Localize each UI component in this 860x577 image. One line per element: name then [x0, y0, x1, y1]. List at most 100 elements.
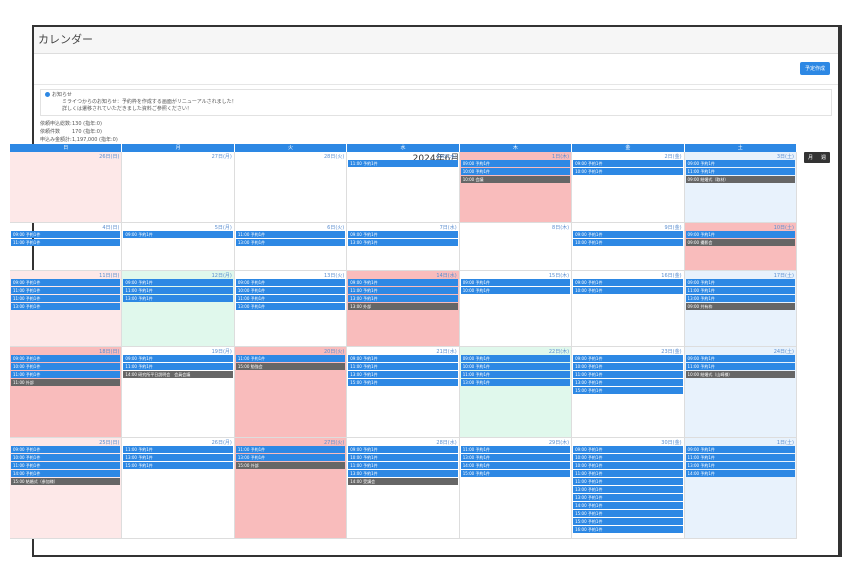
day-cell[interactable]: 10日(土) 09:00 予約1件 09:00 撮影会 — [684, 223, 797, 270]
calendar-event[interactable]: 09:00 予約1件 — [11, 279, 121, 286]
day-cell[interactable]: 1日(木) 09:00 予約1件 10:00 予約1件 10:00 会議 — [459, 152, 573, 222]
calendar-event[interactable]: 09:00 予約1件 — [123, 231, 233, 238]
calendar-event[interactable]: 11:00 予約1件 — [123, 287, 233, 294]
calendar-event[interactable]: 09:00 予約1件 — [460, 160, 571, 167]
day-cell[interactable]: 28日(火) — [235, 152, 348, 222]
calendar-event[interactable]: 15:00 予約1件 — [573, 510, 683, 517]
month-view-button[interactable]: 月 — [807, 155, 813, 161]
calendar-event[interactable]: 13:00 予約1件 — [235, 303, 346, 310]
calendar-event[interactable]: 09:00 予約1件 — [235, 279, 346, 286]
calendar-event[interactable]: 09:00 予約1件 — [573, 355, 683, 362]
calendar-event[interactable]: 09:00 予約1件 — [348, 231, 458, 238]
calendar-event[interactable]: 09:00 予約1件 — [123, 355, 233, 362]
calendar-event[interactable]: 09:00 予約1件 — [11, 231, 121, 238]
calendar-event[interactable]: 10:00 予約1件 — [11, 454, 121, 461]
calendar-event[interactable]: 09:00 予約1件 — [348, 279, 458, 286]
create-event-button[interactable]: 予定作成 — [799, 62, 830, 75]
calendar-event[interactable]: 10:00 予約1件 — [573, 239, 683, 246]
calendar-event[interactable]: 11:00 予約1件 — [573, 371, 683, 378]
calendar-event[interactable]: 13:00 予約1件 — [123, 454, 233, 461]
calendar-event[interactable]: 13:00 予約1件 — [460, 454, 571, 461]
calendar-event[interactable]: 15:00 結婚式（参加様） — [11, 478, 121, 485]
day-cell[interactable]: 22日(木) 09:00 予約1件 10:00 予約1件 11:00 予約1件 13:0… — [459, 347, 573, 437]
day-cell[interactable]: 5日(月) 09:00 予約1件 — [122, 223, 235, 270]
calendar-event[interactable]: 11:00 予約1件 — [11, 287, 121, 294]
day-cell[interactable]: 28日(水) 09:00 予約1件 10:00 予約1件 11:00 予約1件 13:0… — [347, 438, 460, 538]
calendar-event[interactable]: 10:00 会議 — [460, 176, 571, 183]
day-cell[interactable]: 30日(金) 09:00 予約1件 10:00 予約1件 10:00 予約1件 11:0… — [572, 438, 685, 538]
calendar-event[interactable]: 11:00 予約1件 — [348, 462, 458, 469]
calendar-event[interactable]: 10:00 予約1件 — [460, 287, 571, 294]
calendar-event[interactable]: 09:00 予約1件 — [685, 355, 795, 362]
calendar-event[interactable]: 15:00 外部 — [235, 462, 346, 469]
calendar-event[interactable]: 11:00 予約1件 — [235, 446, 346, 453]
day-cell[interactable]: 29日(水) 11:00 予約1件 — [347, 152, 460, 222]
calendar-event[interactable]: 13:00 予約1件 — [11, 303, 121, 310]
calendar-event[interactable]: 13:00 予約1件 — [348, 239, 458, 246]
calendar-event[interactable]: 11:00 予約1件 — [235, 295, 346, 302]
calendar-event[interactable]: 13:00 予約1件 — [235, 239, 346, 246]
calendar-event[interactable]: 09:00 予約1件 — [573, 160, 683, 167]
calendar-event[interactable]: 13:00 予約1件 — [348, 371, 458, 378]
calendar-event[interactable]: 09:00 予約1件 — [685, 446, 795, 453]
calendar-event[interactable]: 09:00 予約1件 — [460, 279, 571, 286]
calendar-event[interactable]: 10:00 予約1件 — [573, 287, 683, 294]
calendar-event[interactable]: 11:00 予約1件 — [573, 478, 683, 485]
calendar-event[interactable]: 10:00 予約1件 — [348, 454, 458, 461]
calendar-event[interactable]: 10:00 予約1件 — [573, 462, 683, 469]
calendar-event[interactable]: 09:00 予約1件 — [123, 279, 233, 286]
calendar-event[interactable]: 10:00 結婚式（山崎様） — [685, 371, 795, 378]
calendar-event[interactable]: 14:00 研究所平日説明会 会員会議 — [123, 371, 233, 378]
calendar-event[interactable]: 09:00 予約1件 — [573, 279, 683, 286]
calendar-event[interactable]: 09:00 予約1件 — [11, 446, 121, 453]
calendar-event[interactable]: 09:00 予約1件 — [685, 279, 795, 286]
day-cell[interactable]: 4日(日) 09:00 予約1件 11:00 予約1件 — [10, 223, 123, 270]
day-cell[interactable]: 26日(日) — [10, 152, 123, 222]
calendar-event[interactable]: 10:00 予約1件 — [573, 454, 683, 461]
day-cell[interactable]: 26日(月) 11:00 予約1件 13:00 予約1件 15:00 予約1件 — [122, 438, 235, 538]
calendar-event[interactable]: 15:00 予約1件 — [573, 387, 683, 394]
day-cell[interactable]: 21日(水) 09:00 予約1件 11:00 予約1件 13:00 予約1件 15:0… — [347, 347, 460, 437]
calendar-event[interactable]: 11:00 予約1件 — [11, 462, 121, 469]
day-cell[interactable]: 20日(火) 11:00 予約1件 15:00 勉強会 — [234, 347, 348, 437]
calendar-event[interactable]: 09:00 予約1件 — [348, 355, 458, 362]
calendar-event[interactable]: 10:00 予約1件 — [235, 287, 346, 294]
day-cell[interactable]: 7日(水) 09:00 予約1件 13:00 予約1件 — [347, 223, 460, 270]
calendar-event[interactable]: 13:00 予約1件 — [460, 379, 571, 386]
day-cell[interactable]: 11日(日) 09:00 予約1件 11:00 予約1件 11:00 予約1件 13:0… — [10, 271, 123, 346]
day-cell[interactable]: 25日(日) 09:00 予約1件 10:00 予約1件 11:00 予約1件 14:0… — [10, 438, 123, 538]
day-cell[interactable]: 29日(木) 11:00 予約1件 13:00 予約1件 14:00 予約1件 15:0… — [460, 438, 573, 538]
calendar-event[interactable]: 13:00 予約1件 — [573, 379, 683, 386]
day-cell[interactable]: 17日(土) 09:00 予約1件 11:00 予約1件 13:00 予約1件 09:0… — [684, 271, 797, 346]
day-cell[interactable]: 12日(月) 09:00 予約1件 11:00 予約1件 13:00 予約1件 — [122, 271, 235, 346]
calendar-event[interactable]: 09:00 予約1件 — [348, 446, 458, 453]
day-cell[interactable]: 27日(火) 11:00 予約1件 13:00 予約1件 15:00 外部 — [234, 438, 348, 538]
calendar-event[interactable]: 09:00 結婚式（取材） — [685, 176, 795, 183]
calendar-event[interactable]: 13:00 予約1件 — [685, 462, 795, 469]
calendar-event[interactable]: 14:00 予約1件 — [11, 470, 121, 477]
calendar-event[interactable]: 11:00 予約1件 — [460, 446, 571, 453]
day-cell[interactable]: 18日(日) 09:00 予約1件 10:00 予約1件 11:00 予約1件 11:0… — [10, 347, 123, 437]
calendar-event[interactable]: 11:00 予約1件 — [573, 470, 683, 477]
calendar-event[interactable]: 11:00 予約1件 — [235, 355, 346, 362]
calendar-event[interactable]: 09:00 予約1件 — [685, 160, 795, 167]
calendar-event[interactable]: 09:00 共有枠 — [685, 303, 795, 310]
day-cell[interactable]: 24日(土) 09:00 予約1件 11:00 予約1件 10:00 結婚式（山崎様） — [684, 347, 797, 437]
calendar-event[interactable]: 11:00 予約1件 — [685, 454, 795, 461]
calendar-event[interactable]: 11:00 予約1件 — [11, 371, 121, 378]
calendar-event[interactable]: 11:00 予約1件 — [235, 231, 346, 238]
day-cell[interactable]: 15日(木) 09:00 予約1件 10:00 予約1件 — [460, 271, 573, 346]
calendar-event[interactable]: 13:00 予約1件 — [348, 470, 458, 477]
calendar-event[interactable]: 09:00 予約1件 — [573, 446, 683, 453]
calendar-event[interactable]: 13:00 予約1件 — [573, 494, 683, 501]
calendar-event[interactable]: 15:00 勉強会 — [235, 363, 346, 370]
calendar-event[interactable]: 14:00 予約1件 — [460, 462, 571, 469]
calendar-event[interactable]: 15:00 予約1件 — [573, 518, 683, 525]
calendar-event[interactable]: 11:00 予約1件 — [11, 295, 121, 302]
calendar-event[interactable]: 11:00 予約1件 — [685, 363, 795, 370]
week-view-button[interactable]: 週 — [820, 155, 826, 161]
calendar-event[interactable]: 14:00 予約1件 — [685, 470, 795, 477]
calendar-event[interactable]: 13:00 外部 — [348, 303, 458, 310]
calendar-event[interactable]: 09:00 予約1件 — [11, 355, 121, 362]
day-cell[interactable]: 13日(火) 09:00 予約1件 10:00 予約1件 11:00 予約1件 13:0… — [235, 271, 348, 346]
